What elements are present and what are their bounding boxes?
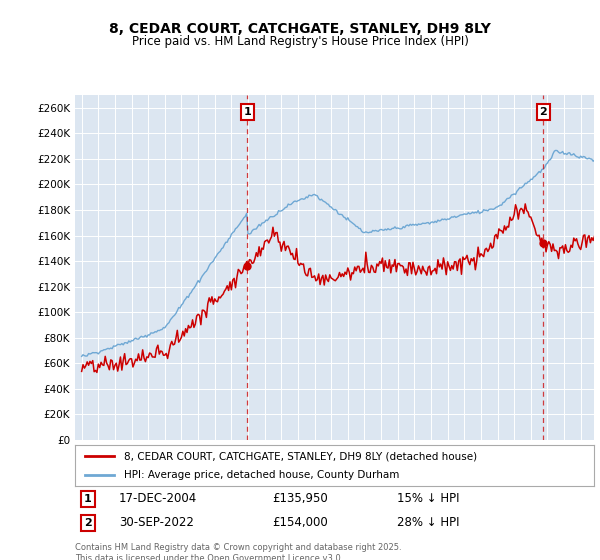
Text: Price paid vs. HM Land Registry's House Price Index (HPI): Price paid vs. HM Land Registry's House … [131, 35, 469, 48]
Text: 8, CEDAR COURT, CATCHGATE, STANLEY, DH9 8LY: 8, CEDAR COURT, CATCHGATE, STANLEY, DH9 … [109, 22, 491, 36]
Text: 1: 1 [84, 494, 92, 504]
Text: £154,000: £154,000 [272, 516, 328, 530]
Text: 1: 1 [244, 107, 251, 117]
Text: Contains HM Land Registry data © Crown copyright and database right 2025.
This d: Contains HM Land Registry data © Crown c… [75, 543, 401, 560]
Text: 17-DEC-2004: 17-DEC-2004 [119, 492, 197, 506]
Text: £135,950: £135,950 [272, 492, 328, 506]
Text: 2: 2 [539, 107, 547, 117]
Text: 30-SEP-2022: 30-SEP-2022 [119, 516, 194, 530]
Text: 28% ↓ HPI: 28% ↓ HPI [397, 516, 459, 530]
Text: 8, CEDAR COURT, CATCHGATE, STANLEY, DH9 8LY (detached house): 8, CEDAR COURT, CATCHGATE, STANLEY, DH9 … [124, 451, 478, 461]
Text: 2: 2 [84, 518, 92, 528]
Text: HPI: Average price, detached house, County Durham: HPI: Average price, detached house, Coun… [124, 470, 400, 479]
Text: 15% ↓ HPI: 15% ↓ HPI [397, 492, 459, 506]
